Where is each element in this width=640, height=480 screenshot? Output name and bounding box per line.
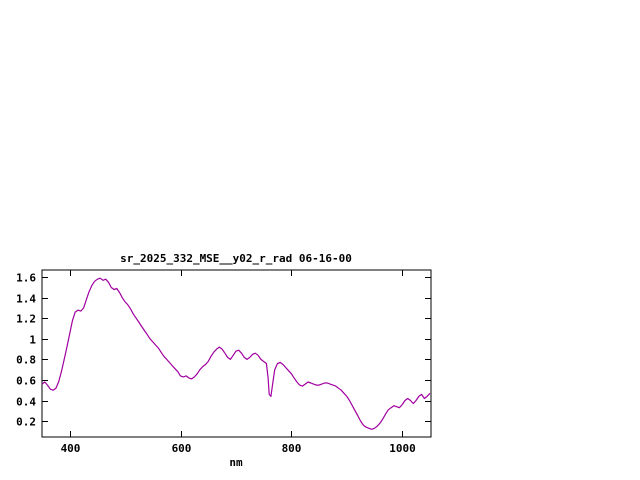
y-tick-label: 1.4: [16, 293, 36, 306]
y-tick-label: 1.2: [16, 313, 36, 326]
plot-area: 400 600 800 1000 0.2 0.4 0.6 0.8 1 1.2 1.4 1.6: [16, 269, 432, 455]
x-axis-label: nm: [229, 456, 243, 469]
y-tick-label: 0.4: [16, 396, 36, 409]
y-tick-label: 0.8: [16, 354, 36, 367]
x-tick-label: 800: [282, 442, 302, 455]
spectrum-line: [41, 277, 431, 430]
x-tick-label: 1000: [389, 442, 416, 455]
y-tick-label: 0.6: [16, 375, 36, 388]
plot-border: [41, 269, 432, 438]
y-tick-label: 1: [29, 334, 36, 347]
x-tick-label: 400: [61, 442, 81, 455]
y-tick-label: 0.2: [16, 416, 36, 429]
y-tick-label: 1.6: [16, 272, 36, 285]
x-tick-label: 600: [172, 442, 192, 455]
chart-title: sr_2025_332_MSE__y02_r_rad 06-16-00: [120, 252, 352, 265]
